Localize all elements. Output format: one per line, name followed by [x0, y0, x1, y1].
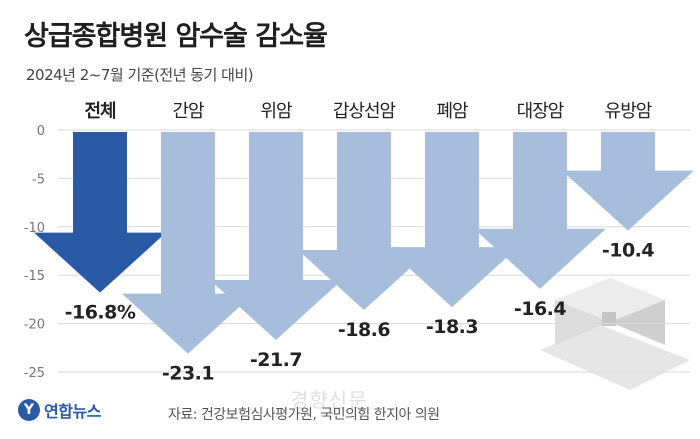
category-label: 간암 [172, 101, 204, 122]
bar-arrow [386, 132, 518, 308]
data-label: -10.4 [602, 240, 655, 262]
bar-arrow [34, 132, 166, 293]
data-label: -23.1 [162, 363, 214, 385]
bar-arrow [562, 132, 694, 231]
y-tick-label: -5 [32, 172, 45, 187]
hospital-illustration [540, 278, 690, 390]
y-tick-label: -20 [24, 318, 45, 333]
y-tick-label: -15 [24, 269, 45, 284]
category-label: 위암 [260, 101, 292, 122]
logo-text: 연합뉴스 [44, 402, 101, 421]
data-label: -18.6 [338, 319, 391, 341]
category-label: 대장암 [517, 101, 564, 122]
chart-title: 상급종합병원 암수술 감소율 [24, 21, 328, 52]
logo-icon: Y [18, 399, 40, 421]
data-label: -18.3 [426, 316, 478, 338]
news-logo: Y 연합뉴스 [18, 398, 101, 422]
data-label: -21.7 [250, 349, 302, 371]
chart-subtitle: 2024년 2~7월 기준(전년 동기 대비) [26, 66, 254, 84]
bar-arrow [298, 132, 430, 311]
y-tick-label: -10 [24, 221, 45, 236]
y-tick-label: -25 [24, 366, 45, 381]
watermark: 경향신문 [290, 388, 368, 412]
bar-arrow [122, 132, 254, 354]
data-label: -16.4 [514, 298, 567, 320]
category-label: 갑상선암 [333, 101, 396, 122]
category-label: 유방암 [605, 101, 652, 122]
source-note: 자료: 건강보험심사평가원, 국민의힘 한지아 의원 [168, 407, 440, 423]
bar-arrow [474, 132, 606, 289]
y-tick-label: 0 [37, 124, 45, 139]
data-label: -16.8% [65, 302, 136, 324]
category-label: 전체 [84, 101, 116, 122]
category-label: 폐암 [436, 101, 468, 122]
bar-arrow [210, 132, 342, 341]
